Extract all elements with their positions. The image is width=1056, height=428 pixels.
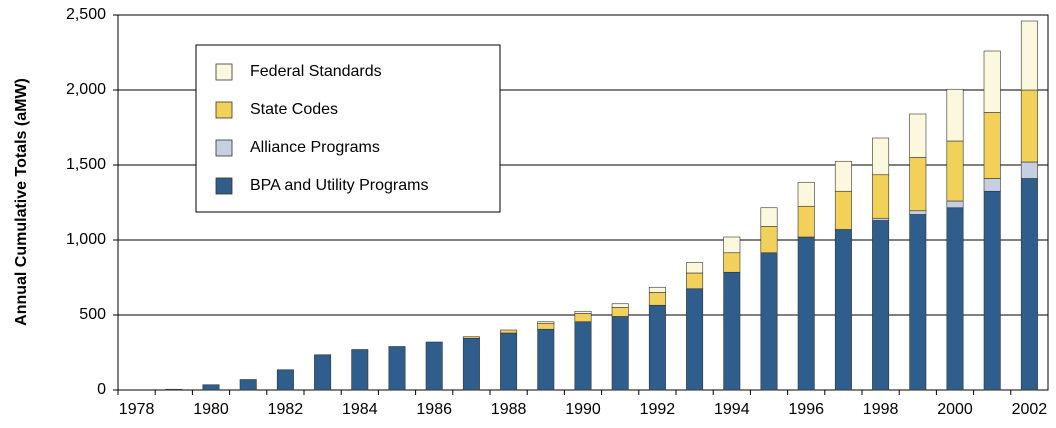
y-axis-label: Annual Cumulative Totals (aMW) — [13, 78, 30, 326]
bar-segment — [648, 292, 666, 306]
bar-segment — [611, 316, 629, 391]
x-tick-label: 1994 — [714, 401, 750, 418]
bar-segment — [611, 307, 629, 317]
bar-segment — [165, 388, 183, 391]
x-tick-label: 2002 — [1012, 401, 1048, 418]
legend-label: Alliance Programs — [250, 139, 380, 156]
y-tick-label: 1,000 — [66, 231, 106, 248]
legend-swatch — [215, 139, 233, 157]
bar-segment — [537, 321, 555, 324]
bar-segment — [797, 181, 815, 207]
bar-segment — [872, 137, 890, 176]
x-tick-label: 1986 — [416, 401, 452, 418]
bar-segment — [500, 332, 518, 391]
bar-segment — [946, 200, 964, 209]
bar-segment — [425, 341, 443, 391]
x-tick-label: 1982 — [268, 401, 304, 418]
bar-segment — [946, 207, 964, 391]
bar-segment — [1020, 89, 1038, 163]
bar-segment — [797, 205, 815, 238]
bar-segment — [388, 346, 406, 391]
bar-segment — [946, 140, 964, 202]
bar-segment — [686, 262, 704, 274]
x-tick-label: 1992 — [640, 401, 676, 418]
bar-segment — [314, 354, 332, 391]
y-tick-label: 2,000 — [66, 81, 106, 98]
y-tick-label: 0 — [97, 381, 106, 398]
bar-segment — [686, 288, 704, 391]
bar-segment — [909, 113, 927, 158]
legend-swatch — [215, 101, 233, 119]
bar-segment — [872, 220, 890, 391]
bar-segment — [909, 157, 927, 212]
bar-segment — [983, 50, 1001, 113]
bar-segment — [462, 337, 480, 391]
bar-segment — [723, 252, 741, 273]
bar-segment — [983, 190, 1001, 391]
bar-segment — [537, 322, 555, 330]
bar-segment — [723, 236, 741, 254]
x-tick-label: 1988 — [491, 401, 527, 418]
bar-segment — [723, 271, 741, 391]
bar-segment — [462, 336, 480, 339]
bar-segment — [946, 88, 964, 142]
bar-segment — [872, 217, 890, 221]
x-tick-label: 1984 — [342, 401, 378, 418]
bar-segment — [686, 272, 704, 290]
bar-segment — [574, 321, 592, 391]
bar-segment — [1020, 161, 1038, 179]
bar-segment — [760, 226, 778, 254]
y-tick-label: 2,500 — [66, 6, 106, 23]
bar-segment — [648, 286, 666, 293]
legend-swatch — [215, 63, 233, 81]
bar-segment — [872, 174, 890, 219]
x-tick-label: 1996 — [788, 401, 824, 418]
legend-box — [195, 44, 501, 213]
bar-segment — [909, 210, 927, 215]
x-tick-label: 1980 — [193, 401, 229, 418]
x-tick-label: 2000 — [937, 401, 973, 418]
bar-segment — [834, 229, 852, 391]
bar-segment — [574, 313, 592, 323]
bar-segment — [983, 112, 1001, 179]
legend-label: Federal Standards — [250, 63, 382, 80]
bar-segment — [611, 303, 629, 308]
bar-segment — [239, 379, 257, 391]
legend-label: State Codes — [250, 101, 338, 118]
bar-segment — [909, 214, 927, 391]
x-tick-label: 1998 — [863, 401, 899, 418]
bar-segment — [648, 304, 666, 391]
bar-segment — [1020, 20, 1038, 91]
bar-segment — [797, 236, 815, 391]
bar-segment — [276, 369, 294, 391]
bar-segment — [537, 328, 555, 391]
legend-label: BPA and Utility Programs — [250, 177, 428, 194]
bar-segment — [574, 310, 592, 314]
bar-segment — [760, 207, 778, 227]
x-tick-label: 1978 — [119, 401, 155, 418]
bar-segment — [834, 160, 852, 192]
bar-segment — [1020, 178, 1038, 391]
bar-segment — [983, 178, 1001, 192]
bar-segment — [834, 190, 852, 230]
x-tick-label: 1990 — [565, 401, 601, 418]
y-tick-label: 1,500 — [66, 156, 106, 173]
bar-segment — [351, 349, 369, 391]
bar-segment — [760, 252, 778, 391]
y-tick-label: 500 — [79, 306, 106, 323]
legend-swatch — [215, 177, 233, 195]
bar-segment — [500, 329, 518, 334]
bar-segment — [202, 384, 220, 391]
